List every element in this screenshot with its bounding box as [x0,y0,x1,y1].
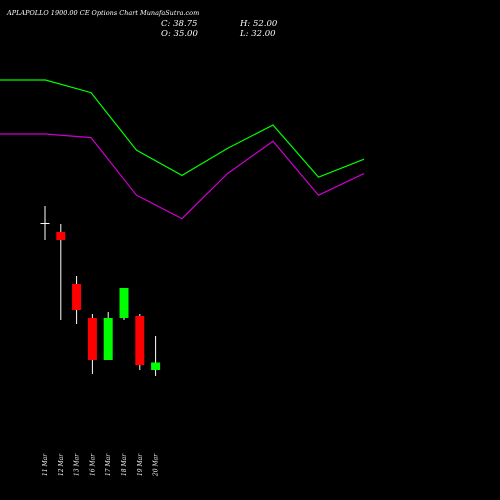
x-axis-ticks: 11 Mar 12 Mar 13 Mar 16 Mar 17 Mar 18 Mar 19 M… [42,453,160,477]
x-tick-label: 17 Mar [105,453,112,476]
overlay-lines [0,79,365,220]
chart-title: APLAPOLLO 1900.00 CE Options Chart Munaf… [7,9,200,17]
candle-body [135,316,145,365]
high-value: H: 52.00 [240,19,278,29]
x-tick-label: 13 Mar [74,453,81,476]
x-tick-label: 20 Mar [153,453,160,477]
lower-band-line [0,133,365,220]
low-value: L: 32.00 [240,29,276,39]
candle-body [87,318,97,360]
x-tick-label: 16 Mar [89,453,96,476]
candle-body [72,284,82,310]
candle-body [151,362,161,370]
upper-band-line [0,79,365,178]
x-tick-label: 11 Mar [42,453,49,476]
candles [40,206,161,376]
candle-body [103,318,113,360]
open-value: O: 35.00 [161,29,198,39]
candle-body [40,223,50,224]
x-tick-label: 12 Mar [58,453,65,476]
candle-body [56,232,66,240]
x-tick-label: 18 Mar [121,453,128,476]
candle-body [119,288,129,318]
close-value: C: 38.75 [161,19,198,29]
x-tick-label: 19 Mar [137,453,144,476]
